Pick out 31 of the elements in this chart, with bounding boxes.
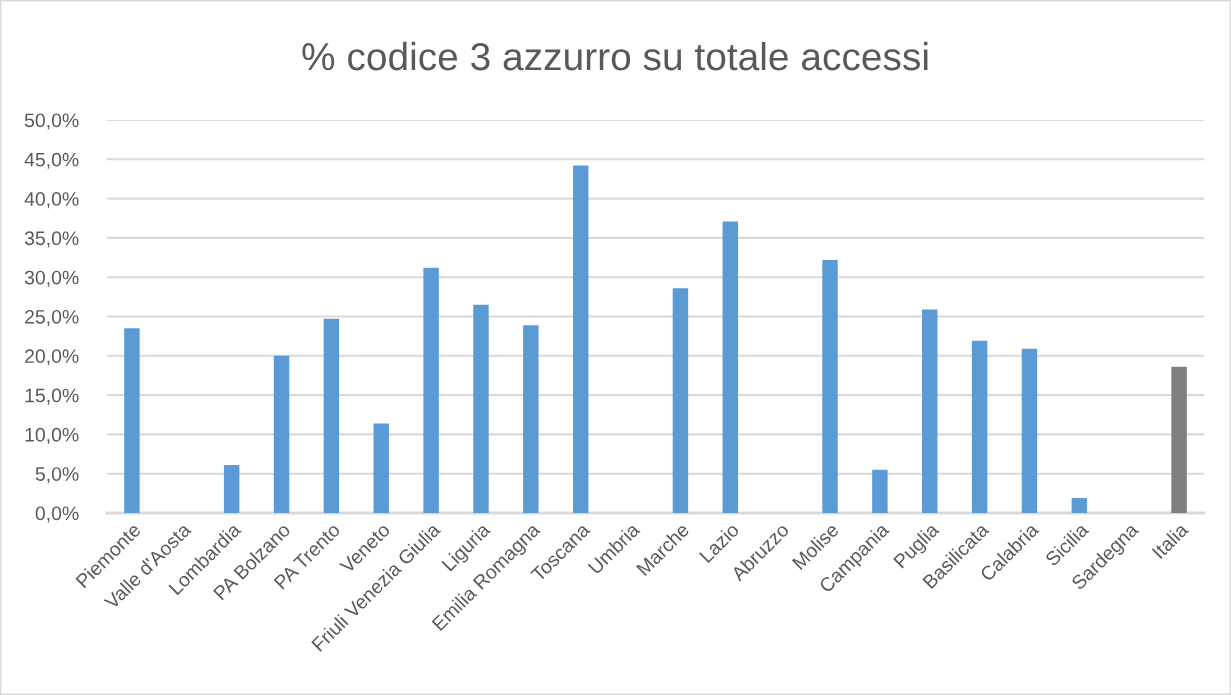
y-tick-label: 10,0% [25, 427, 79, 444]
bar [722, 221, 739, 513]
bar [971, 340, 988, 513]
bar [124, 328, 140, 513]
bar [672, 288, 689, 513]
y-tick-label: 40,0% [24, 192, 79, 209]
bar [1021, 348, 1038, 513]
bar [473, 304, 489, 513]
y-tick-label: 50,0% [24, 113, 79, 130]
y-tick-label: 25,0% [25, 309, 79, 327]
bar [922, 309, 938, 513]
bar [1071, 498, 1088, 513]
bar [273, 355, 290, 513]
bar [323, 318, 340, 513]
bar [373, 423, 389, 513]
y-tick-label: 45,0% [24, 152, 79, 169]
x-tick-label: Italia [1151, 521, 1190, 560]
y-tick-label: 35,0% [24, 231, 79, 248]
bar [423, 267, 439, 513]
bar [523, 325, 539, 513]
bar [822, 259, 838, 513]
y-tick-label: 15,0% [25, 388, 79, 405]
bar [223, 465, 240, 513]
bar [872, 469, 888, 513]
y-tick-label: 5,0% [35, 467, 79, 484]
bar [1171, 366, 1187, 513]
bar [572, 165, 589, 513]
y-tick-label: 30,0% [24, 270, 79, 287]
chart-title: % codice 3 azzurro su totale accessi [302, 41, 928, 71]
y-tick-label: 0,0% [35, 506, 79, 523]
y-tick-label: 20,0% [25, 349, 79, 366]
